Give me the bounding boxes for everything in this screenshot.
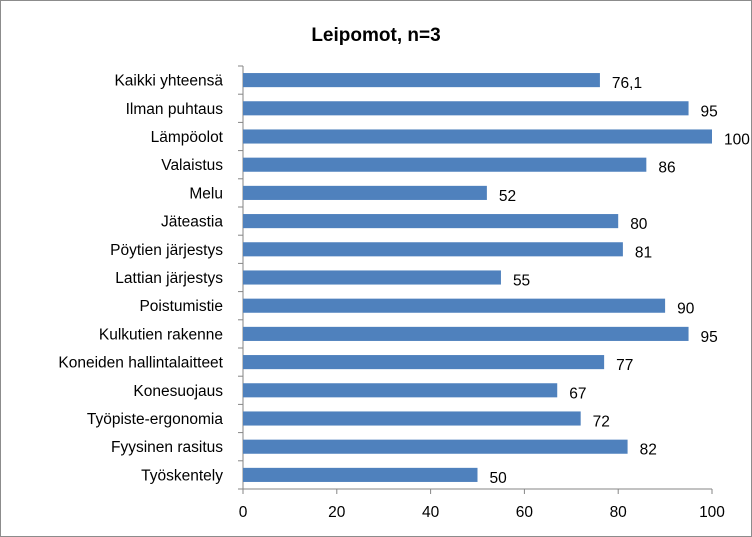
category-label: Jäteastia — [161, 214, 223, 231]
bar — [243, 411, 581, 426]
category-label: Pöytien järjestys — [110, 242, 223, 259]
bar — [243, 355, 605, 370]
category-label: Työskentely — [141, 467, 223, 484]
bar — [243, 270, 501, 285]
data-label: 95 — [701, 329, 718, 346]
data-label: 86 — [658, 160, 675, 177]
data-label: 82 — [640, 442, 657, 459]
category-label: Valaistus — [161, 157, 223, 174]
data-label: 100 — [724, 132, 750, 149]
category-label: Koneiden hallintalaitteet — [58, 355, 223, 372]
category-label: Ilman puhtaus — [126, 101, 224, 118]
bar — [243, 242, 623, 257]
data-label: 55 — [513, 273, 530, 290]
x-tick-label: 0 — [239, 504, 248, 521]
data-label: 77 — [616, 357, 633, 374]
bar — [243, 214, 619, 229]
category-label: Työpiste-ergonomia — [87, 411, 224, 428]
data-label: 72 — [593, 414, 610, 431]
x-tick-label: 80 — [610, 504, 628, 521]
chart-title: Leipomot, n=3 — [311, 25, 440, 46]
bar — [243, 298, 666, 313]
bar — [243, 383, 558, 398]
bar — [243, 129, 712, 144]
plot-area: 0 20 40 60 80 100 Kaikki yhteensä 76,1 Ilman puh… — [58, 65, 750, 521]
bar — [243, 73, 600, 88]
x-tick-label: 20 — [328, 504, 346, 521]
category-label: Poistumistie — [139, 298, 223, 315]
data-label: 81 — [635, 244, 652, 261]
x-tick-label: 100 — [699, 504, 725, 521]
data-label: 52 — [499, 188, 516, 205]
data-label: 80 — [630, 216, 648, 233]
data-label: 50 — [490, 470, 508, 487]
data-label: 90 — [677, 301, 695, 318]
category-label: Kaikki yhteensä — [114, 73, 223, 90]
category-label: Konesuojaus — [133, 383, 223, 400]
data-label: 95 — [701, 103, 718, 120]
bar — [243, 101, 689, 116]
bar — [243, 467, 478, 482]
x-tick-label: 60 — [516, 504, 534, 521]
x-tick-label: 40 — [422, 504, 440, 521]
bar — [243, 157, 647, 172]
data-label: 76,1 — [612, 75, 642, 92]
data-label: 67 — [569, 385, 586, 402]
category-label: Melu — [189, 185, 223, 202]
bar — [243, 439, 628, 454]
bar — [243, 185, 487, 200]
category-label: Kulkutien rakenne — [99, 326, 223, 343]
category-label: Lattian järjestys — [115, 270, 223, 287]
bar — [243, 326, 689, 341]
category-label: Lämpöolot — [151, 129, 224, 146]
category-label: Fyysinen rasitus — [111, 439, 223, 456]
